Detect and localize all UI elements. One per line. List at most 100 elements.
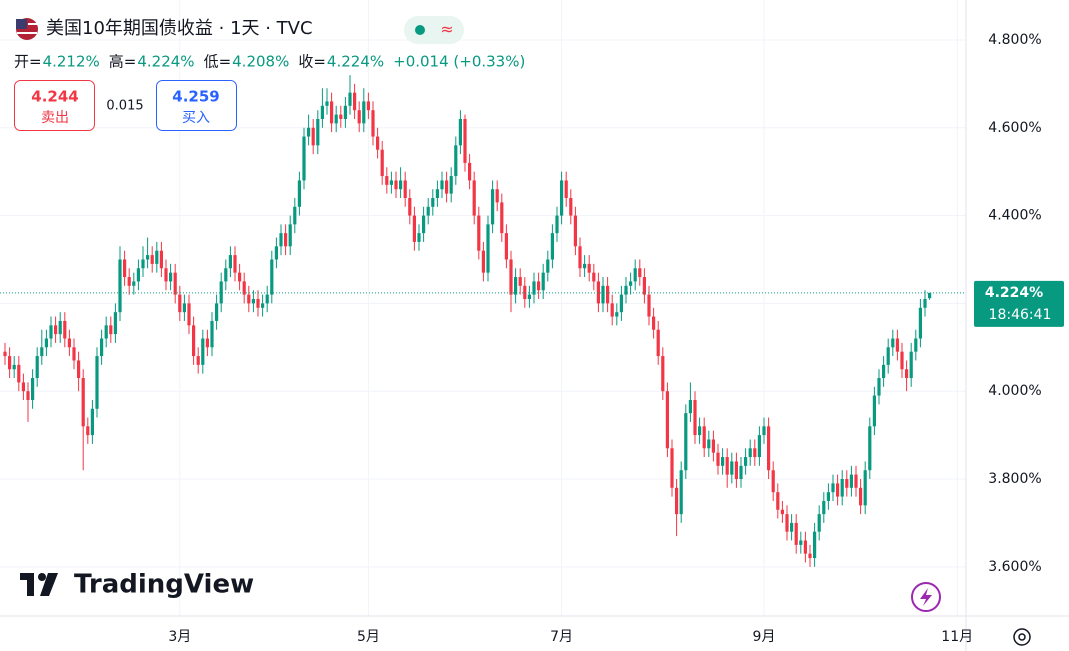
candle-body [914, 338, 918, 352]
candle-body [26, 391, 30, 400]
candle-body [173, 272, 177, 295]
candle-body [242, 281, 246, 295]
candle-body [412, 215, 416, 242]
sell-button[interactable] [14, 80, 95, 131]
ohlc-value: 4.212% [43, 53, 100, 71]
candle-body [550, 233, 554, 260]
candle-body [228, 255, 232, 269]
candle-body [21, 382, 25, 392]
candle-body [35, 356, 39, 379]
candle-body [776, 492, 780, 510]
ohlc-row: 开= 4.212% 高= 4.224% 低= 4.208% 收= 4.224% +0.014 (… [14, 53, 525, 71]
candle-body [711, 439, 715, 453]
candle-body [150, 255, 154, 264]
candle-body [836, 483, 840, 497]
candle-body [849, 474, 853, 488]
buy-button[interactable] [156, 80, 237, 131]
candle-body [877, 378, 881, 396]
candle-body [8, 356, 12, 370]
candle-body [725, 457, 729, 475]
status-pill[interactable] [404, 16, 464, 44]
x-tick-label: 7月 [550, 629, 573, 645]
candle-body [435, 189, 439, 199]
change: +0.014 (+0.33%) [393, 53, 525, 71]
candle-body [707, 439, 711, 449]
candle-body [504, 233, 508, 260]
candle-body [100, 338, 104, 357]
candle-body [633, 268, 637, 282]
candle-body [481, 250, 485, 273]
candle-body [219, 281, 223, 304]
candle-body [366, 101, 370, 111]
y-tick-label: 4.800% [988, 32, 1041, 48]
candle-body [380, 149, 384, 177]
candle-body [399, 180, 403, 190]
candle-body [49, 325, 53, 339]
candle-body [537, 281, 541, 291]
candle-body [596, 281, 600, 304]
flag-icon [16, 18, 38, 40]
settings-icon[interactable] [1013, 628, 1031, 646]
candle-body [261, 303, 265, 308]
candle-body [684, 413, 688, 471]
candle-body [362, 101, 366, 124]
candle-body [274, 246, 278, 260]
candle-body [578, 246, 582, 269]
countdown: 18:46:41 [989, 307, 1052, 323]
candle-body [661, 356, 665, 392]
candle-body [859, 487, 863, 506]
grid [0, 0, 966, 616]
candle-body [918, 307, 922, 339]
lightning-icon [920, 588, 932, 606]
candle-body [54, 325, 58, 335]
x-tick-label: 9月 [753, 629, 776, 645]
candle-body [233, 255, 237, 273]
ohlc-value: 4.208% [232, 53, 289, 71]
candle-body [146, 255, 150, 260]
candle-body [541, 272, 545, 291]
candle-body [109, 325, 113, 335]
candle-body [592, 272, 596, 282]
candle-body [31, 378, 35, 400]
candle-body [224, 268, 228, 282]
candle-body [619, 294, 623, 313]
candle-body [256, 298, 260, 308]
candle-body [757, 435, 761, 458]
candle-body [104, 325, 108, 339]
candle-body [587, 263, 591, 273]
candle-body [748, 448, 752, 458]
ohlc-label: 高= [109, 53, 137, 71]
candle-body [601, 285, 605, 304]
candle-body [132, 281, 136, 286]
candle-body [330, 101, 334, 124]
spread: 0.015 [106, 99, 143, 114]
candle-body [123, 259, 127, 278]
candle-body [178, 294, 182, 313]
candle-body [790, 522, 794, 532]
candle-body [320, 105, 324, 119]
candle-body [403, 180, 407, 199]
candle-body [297, 180, 301, 207]
candle-body [371, 110, 375, 137]
candle-body [905, 369, 909, 379]
x-tick-label: 11月 [941, 629, 973, 645]
candle-body [606, 285, 610, 304]
candle-body [334, 114, 338, 124]
axes: 3.600%3.800%4.000%4.200%4.400%4.600%4.80… [168, 32, 1064, 645]
candle-body [141, 259, 145, 269]
candle-body [353, 92, 357, 111]
candle-body [583, 263, 587, 269]
candle-body [159, 250, 163, 269]
candle-body [808, 553, 812, 559]
candle-body [854, 474, 858, 488]
sell-price: 4.244 [31, 88, 78, 106]
buy-label: 买入 [182, 110, 210, 126]
candle-body [86, 426, 90, 436]
candle-body [155, 250, 159, 264]
candle-body [652, 316, 656, 330]
candle-body [923, 298, 927, 308]
candle-body [702, 426, 706, 449]
ohlc-label: 收= [298, 53, 326, 71]
candle-body [780, 509, 784, 515]
